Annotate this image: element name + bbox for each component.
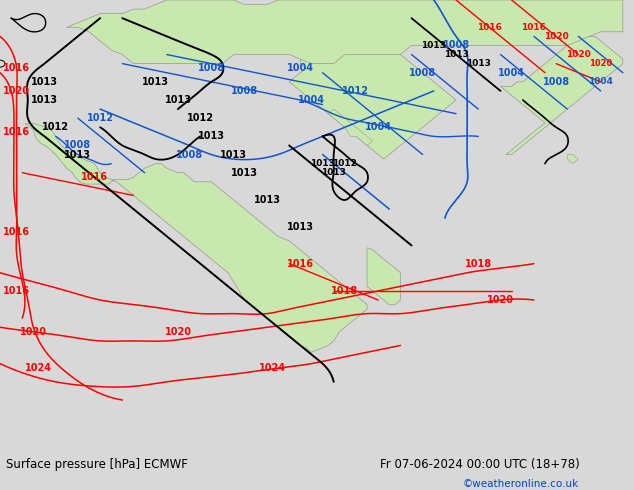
Text: 1008: 1008 [176, 149, 203, 160]
Text: 1004: 1004 [298, 95, 325, 105]
Text: 1012: 1012 [342, 86, 370, 96]
Text: 1013: 1013 [220, 149, 247, 160]
Text: 1012: 1012 [87, 113, 113, 123]
Text: 1018: 1018 [331, 286, 358, 296]
Text: 1013: 1013 [31, 77, 58, 87]
Text: 1012: 1012 [42, 122, 69, 132]
Text: 1020: 1020 [164, 327, 191, 337]
Text: 1013: 1013 [254, 195, 280, 205]
Text: 1013: 1013 [287, 222, 314, 232]
Text: 1013: 1013 [65, 149, 91, 160]
Text: 1012: 1012 [186, 113, 214, 123]
Text: 1013: 1013 [444, 50, 469, 59]
Text: 1020: 1020 [589, 59, 612, 68]
Text: 1013: 1013 [321, 168, 346, 177]
Text: 1016: 1016 [3, 127, 30, 137]
Text: 1004: 1004 [588, 77, 613, 86]
Polygon shape [367, 248, 401, 305]
Text: 1020: 1020 [487, 295, 514, 305]
Text: 1013: 1013 [310, 159, 335, 168]
Text: 1008: 1008 [409, 68, 436, 78]
Text: 1008: 1008 [231, 86, 258, 96]
Text: 1013: 1013 [422, 41, 446, 50]
Text: 1016: 1016 [477, 23, 502, 32]
Text: 1008: 1008 [198, 63, 225, 73]
Text: 1004: 1004 [365, 122, 392, 132]
Text: 1013: 1013 [164, 95, 191, 105]
Polygon shape [567, 154, 578, 164]
Text: 1016: 1016 [3, 286, 30, 296]
Text: 1020: 1020 [566, 50, 591, 59]
Polygon shape [289, 21, 456, 159]
Text: 1016: 1016 [3, 227, 30, 237]
Text: 1018: 1018 [465, 259, 492, 269]
Text: 1008: 1008 [64, 141, 91, 150]
Text: 1008: 1008 [543, 77, 570, 87]
Text: 1004: 1004 [287, 63, 314, 73]
Text: 1016: 1016 [521, 23, 547, 32]
Text: 1016: 1016 [81, 172, 108, 182]
Text: 1013: 1013 [198, 131, 225, 141]
Text: 1016: 1016 [3, 63, 30, 73]
Text: 1020: 1020 [3, 86, 30, 96]
Text: 1013: 1013 [142, 77, 169, 87]
Text: 1024: 1024 [25, 363, 53, 373]
Polygon shape [67, 0, 623, 64]
Text: 1013: 1013 [466, 59, 491, 68]
Text: 1020: 1020 [20, 327, 47, 337]
Text: 1013: 1013 [31, 95, 58, 105]
Text: Fr 07-06-2024 00:00 UTC (18+78): Fr 07-06-2024 00:00 UTC (18+78) [380, 458, 580, 470]
Text: 1008: 1008 [443, 41, 470, 50]
Polygon shape [25, 123, 367, 352]
Text: Surface pressure [hPa] ECMWF: Surface pressure [hPa] ECMWF [6, 458, 188, 470]
Polygon shape [328, 109, 373, 146]
Text: 1013: 1013 [231, 168, 258, 178]
Polygon shape [500, 36, 623, 154]
Text: 1016: 1016 [287, 259, 314, 269]
Text: 1012: 1012 [332, 159, 357, 168]
Text: 1024: 1024 [259, 363, 286, 373]
Text: 1020: 1020 [544, 32, 569, 41]
Text: ©weatheronline.co.uk: ©weatheronline.co.uk [463, 479, 579, 489]
Text: 1004: 1004 [498, 68, 525, 78]
